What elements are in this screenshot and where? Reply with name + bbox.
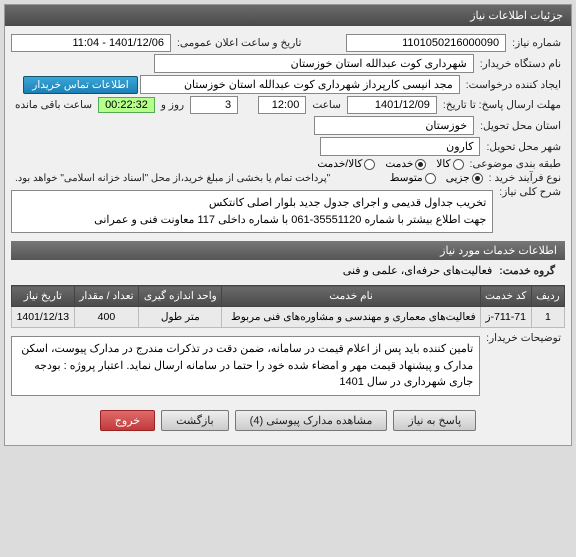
desc-box: تخریب جداول قدیمی و اجرای جدول جدید بلوا… (11, 190, 493, 233)
services-section-header: اطلاعات خدمات مورد نیاز (11, 241, 565, 260)
city-label: شهر محل تحویل: (482, 141, 565, 153)
back-button[interactable]: بازگشت (161, 410, 229, 431)
services-table: ردیف کد خدمت نام خدمت واحد اندازه گیری ت… (11, 285, 565, 328)
exit-button[interactable]: خروج (100, 410, 155, 431)
time-label-1: ساعت (308, 99, 345, 111)
th-name: نام خدمت (222, 286, 480, 307)
group-label: گروه خدمت: (495, 265, 559, 277)
table-row[interactable]: 1 711-71-ز فعالیت‌های معماری و مهندسی و … (12, 307, 565, 328)
cell-qty: 400 (74, 307, 138, 328)
province-field: خوزستان (314, 116, 474, 135)
buy-process-group: جزیی متوسط (390, 172, 483, 184)
desc-label: شرح کلی نیاز: (495, 186, 565, 198)
subject-type-label: طبقه بندی موضوعی: (466, 158, 565, 170)
creator-label: ایجاد کننده درخواست: (462, 79, 565, 91)
contact-buyer-button[interactable]: اطلاعات تماس خریدار (23, 76, 137, 94)
cell-unit: متر طول (139, 307, 222, 328)
announce-label: تاریخ و ساعت اعلان عمومی: (173, 37, 305, 49)
buyer-notes-label: توضیحات خریدار: (482, 332, 565, 344)
buyer-org-label: نام دستگاه خریدار: (476, 58, 565, 70)
attachments-button[interactable]: مشاهده مدارک پیوستی (4) (235, 410, 388, 431)
th-code: کد خدمت (480, 286, 531, 307)
button-bar: پاسخ به نیاز مشاهده مدارک پیوستی (4) باز… (11, 402, 565, 439)
days-field: 3 (190, 96, 238, 114)
th-idx: ردیف (531, 286, 564, 307)
need-no-label: شماره نیاز: (508, 37, 565, 49)
radio-goods[interactable]: کالا (436, 158, 463, 170)
radio-service[interactable]: خدمت (385, 158, 426, 170)
deadline-date-field: 1401/12/09 (347, 96, 437, 114)
cell-code: 711-71-ز (480, 307, 531, 328)
radio-goods-service[interactable]: کالا/خدمت (317, 158, 375, 170)
panel-body: شماره نیاز: 1101050216000090 تاریخ و ساع… (5, 26, 571, 445)
need-no-field: 1101050216000090 (346, 34, 506, 52)
payment-note: "پرداخت تمام یا بخشی از مبلغ خرید،از محل… (11, 173, 334, 184)
countdown-timer: 00:22:32 (98, 97, 155, 113)
deadline-time-field: 12:00 (258, 96, 306, 114)
radio-minor[interactable]: جزیی (446, 172, 483, 184)
details-panel: جزئیات اطلاعات نیاز شماره نیاز: 11010502… (4, 4, 572, 446)
cell-name: فعالیت‌های معماری و مهندسی و مشاوره‌های … (222, 307, 480, 328)
th-unit: واحد اندازه گیری (139, 286, 222, 307)
th-qty: تعداد / مقدار (74, 286, 138, 307)
group-value: فعالیت‌های حرفه‌ای، علمی و فنی (343, 265, 492, 277)
creator-field: مجد انیسی کارپرداز شهرداری کوت عبدالله ا… (140, 75, 460, 94)
th-date: تاریخ نیاز (12, 286, 75, 307)
subject-type-group: کالا خدمت کالا/خدمت (317, 158, 463, 170)
deadline-label: مهلت ارسال پاسخ: تا تاریخ: (439, 99, 565, 111)
buy-process-label: نوع فرآیند خرید : (485, 172, 565, 184)
city-field: کارون (320, 137, 480, 156)
buyer-org-field: شهرداری کوت عبدالله استان خوزستان (154, 54, 474, 73)
radio-medium[interactable]: متوسط (390, 172, 436, 184)
panel-title: جزئیات اطلاعات نیاز (5, 5, 571, 26)
province-label: استان محل تحویل: (476, 120, 565, 132)
remaining-label: ساعت باقی مانده (11, 99, 96, 111)
buyer-notes-box: تامین کننده باید پس از اعلام قیمت در سام… (11, 336, 480, 396)
days-label: روز و (157, 99, 188, 111)
reply-button[interactable]: پاسخ به نیاز (393, 410, 476, 431)
cell-date: 1401/12/13 (12, 307, 75, 328)
announce-field: 1401/12/06 - 11:04 (11, 34, 171, 52)
cell-idx: 1 (531, 307, 564, 328)
